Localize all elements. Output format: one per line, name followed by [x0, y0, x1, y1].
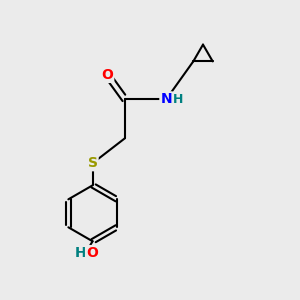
- Text: H: H: [74, 246, 86, 260]
- Text: O: O: [101, 68, 113, 82]
- Text: S: S: [88, 156, 98, 170]
- Text: N: N: [160, 92, 172, 106]
- Text: H: H: [173, 93, 184, 106]
- Text: O: O: [86, 246, 98, 260]
